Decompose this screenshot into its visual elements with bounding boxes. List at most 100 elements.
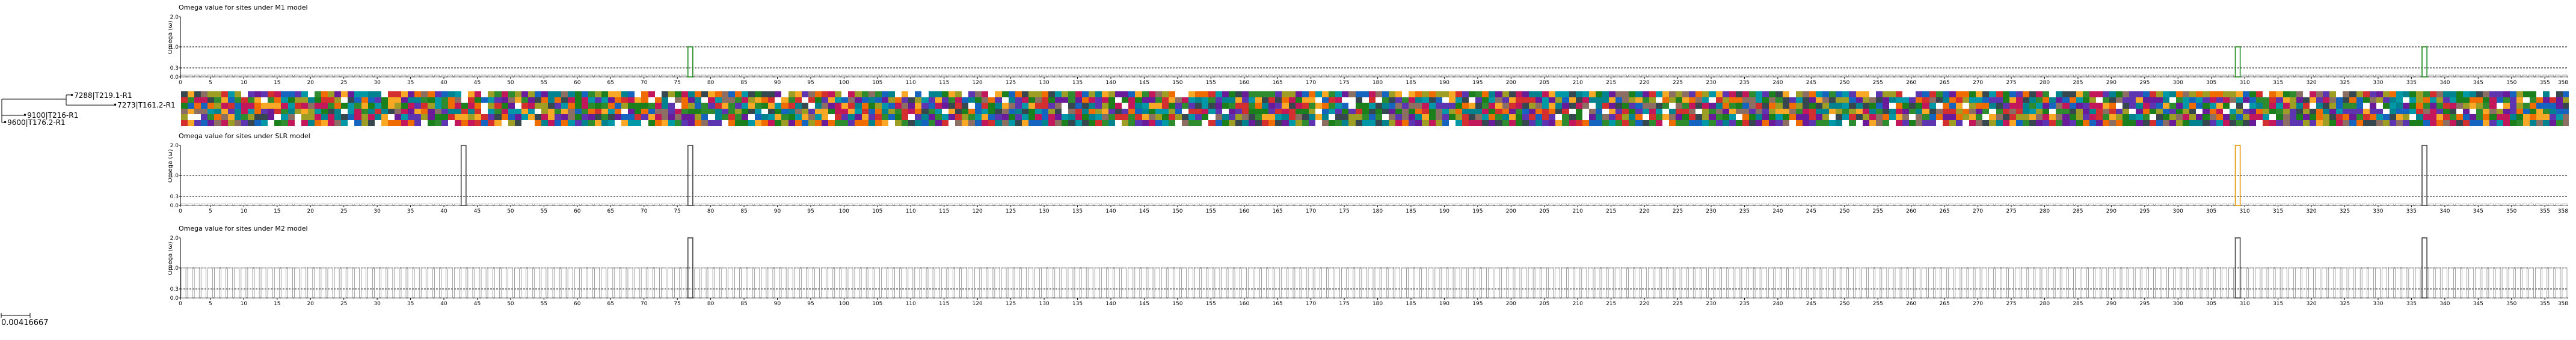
alignment-cell	[1001, 108, 1009, 115]
alignment-cell	[1375, 114, 1382, 120]
site-bar	[1481, 74, 1487, 77]
alignment-cell	[948, 97, 955, 103]
alignment-cell	[328, 91, 335, 97]
alignment-cell	[808, 114, 815, 120]
site-bar	[274, 204, 280, 206]
alignment-cell	[301, 103, 308, 109]
alignment-cell	[2062, 97, 2070, 103]
alignment-cell	[1822, 91, 1830, 97]
alignment-cell	[668, 91, 675, 97]
site-bar	[1341, 267, 1347, 299]
site-bar	[1401, 204, 1407, 206]
alignment-cell	[2009, 97, 2016, 103]
alignment-cell	[1662, 103, 1669, 109]
site-bar	[260, 267, 266, 299]
alignment-cell	[1882, 120, 1889, 126]
site-bar	[1294, 267, 1300, 299]
alignment-cell	[1949, 97, 1956, 103]
site-bar	[580, 74, 586, 77]
alignment-cell	[1035, 91, 1042, 97]
alignment-cell	[1789, 97, 1796, 103]
alignment-cell	[1542, 97, 1549, 103]
alignment-cell	[2522, 103, 2530, 109]
alignment-cell	[2369, 120, 2376, 126]
alignment-cell	[1262, 97, 1269, 103]
site-bar	[200, 74, 206, 77]
alignment-cell	[1188, 97, 1196, 103]
alignment-cell	[2002, 97, 2009, 103]
alignment-cell	[2396, 97, 2403, 103]
x-tick-label: 325	[2340, 80, 2350, 84]
alignment-cell	[875, 120, 882, 126]
alignment-cell	[1108, 91, 1116, 97]
alignment-cell	[1255, 97, 1262, 103]
tree-leaf-3[interactable]: •9100|T216-R1	[23, 111, 78, 120]
site-bar	[821, 74, 827, 77]
site-bar	[1114, 267, 1120, 299]
alignment-cell	[814, 114, 822, 120]
alignment-cell	[1689, 91, 1696, 97]
alignment-cell	[1182, 91, 1189, 97]
alignment-cell	[1689, 108, 1696, 115]
alignment-cell	[1555, 103, 1563, 109]
alignment-cell	[2416, 91, 2423, 97]
alignment-cell	[1862, 97, 1869, 103]
x-tick-label: 335	[2406, 301, 2417, 307]
site-bar	[714, 204, 720, 206]
alignment-cell	[1842, 120, 1849, 126]
x-tick-label: 315	[2273, 208, 2283, 214]
site-bar	[968, 267, 974, 299]
alignment-cell	[1862, 108, 1869, 115]
alignment-cell	[494, 108, 502, 115]
alignment-cell	[2516, 108, 2523, 115]
x-tick-label: 230	[1706, 80, 1716, 84]
site-bar	[2095, 74, 2101, 77]
alignment-cell	[1329, 97, 1336, 103]
alignment-cell	[2162, 120, 2169, 126]
alignment-cell	[1609, 103, 1616, 109]
alignment-cell	[334, 120, 342, 126]
alignment-cell	[508, 114, 515, 120]
site-bar	[2382, 267, 2387, 299]
alignment-cell	[441, 97, 448, 103]
site-bar	[580, 267, 586, 299]
alignment-cell	[1809, 103, 1816, 109]
x-tick-label: 65	[607, 208, 614, 214]
site-bar	[1715, 74, 1721, 77]
site-bar	[1655, 204, 1661, 206]
alignment-cell	[1549, 103, 1556, 109]
alignment-cell	[1055, 120, 1062, 126]
alignment-cell	[841, 108, 849, 115]
alignment-cell	[181, 91, 188, 97]
alignment-cell	[841, 120, 849, 126]
alignment-cell	[454, 97, 461, 103]
alignment-cell	[301, 120, 308, 126]
site-bar	[661, 267, 666, 299]
alignment-cell	[915, 108, 922, 115]
alignment-cell	[601, 97, 608, 103]
alignment-cell	[1241, 114, 1249, 120]
alignment-cell	[2536, 103, 2544, 109]
site-bar	[2521, 204, 2527, 206]
site-bar	[420, 204, 426, 206]
alignment-cell	[1502, 114, 1509, 120]
alignment-cell	[715, 114, 722, 120]
site-bar	[1174, 267, 1180, 299]
alignment-cell	[935, 120, 942, 126]
alignment-cell	[1335, 97, 1342, 103]
alignment-cell	[761, 120, 769, 126]
alignment-cell	[1241, 103, 1249, 109]
tree-leaf-4[interactable]: •9600|T176.2-R1	[3, 118, 66, 127]
site-bar	[534, 267, 540, 299]
site-bar	[1241, 267, 1247, 299]
alignment-cell	[961, 120, 969, 126]
alignment-cell	[1942, 91, 1949, 97]
tree-leaf-2[interactable]: •7273|T161.2-R1	[113, 101, 176, 109]
site-bar	[321, 267, 327, 299]
tree-leaf-1[interactable]: •7288|T219.1-R1	[70, 91, 132, 100]
alignment-cell	[975, 114, 982, 120]
alignment-cell	[2563, 108, 2569, 115]
alignment-cell	[408, 103, 415, 109]
alignment-cell	[2136, 103, 2143, 109]
alignment-cell	[1609, 97, 1616, 103]
